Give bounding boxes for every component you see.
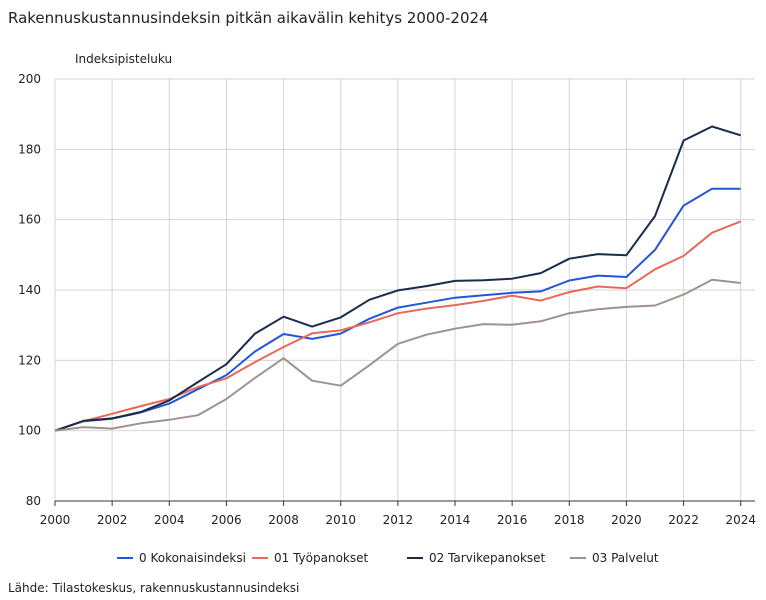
y-tick-label: 200 xyxy=(18,72,41,86)
series-layer xyxy=(54,125,742,432)
legend-label-1: 0 Kokonaisindeksi xyxy=(139,551,246,565)
x-tick-label: 2004 xyxy=(154,513,185,527)
y-tick-label: 140 xyxy=(18,283,41,297)
x-tick-label: 2010 xyxy=(325,513,356,527)
y-tick-label: 120 xyxy=(18,353,41,367)
x-tick-label: 2020 xyxy=(611,513,642,527)
x-tick-label: 2018 xyxy=(554,513,585,527)
legend-label-4: 03 Palvelut xyxy=(592,551,659,565)
legend-label-2: 01 Työpanokset xyxy=(274,551,368,565)
y-tick-label: 160 xyxy=(18,213,41,227)
legend: 0 Kokonaisindeksi 01 Työpanokset 02 Tarvik… xyxy=(117,551,659,565)
y-tick-label: 180 xyxy=(18,142,41,156)
source-note: Lähde: Tilastokeskus, rakennuskustannusi… xyxy=(8,581,300,595)
x-tick-label: 2014 xyxy=(440,513,471,527)
y-tick-label: 80 xyxy=(26,494,41,508)
series-line-2 xyxy=(54,220,742,432)
x-tick-label: 2006 xyxy=(211,513,242,527)
series-line-1 xyxy=(54,187,741,432)
chart-title: Rakennuskustannusindeksin pitkän aikaväl… xyxy=(8,9,489,27)
x-tick-label: 2022 xyxy=(668,513,699,527)
x-tick-label: 2016 xyxy=(497,513,528,527)
x-tick-label: 2000 xyxy=(40,513,71,527)
axis-layer: 80 100 120 140 160 180 200 2000 2002 2004 2006 2008… xyxy=(18,72,756,527)
legend-label-3: 02 Tarvikepanokset xyxy=(429,551,546,565)
x-tick-label: 2008 xyxy=(268,513,299,527)
x-tick-label: 2012 xyxy=(383,513,414,527)
series-line-4 xyxy=(54,278,741,432)
y-axis-title: Indeksipisteluku xyxy=(75,52,172,66)
x-tick-label: 2002 xyxy=(97,513,128,527)
series-line-3 xyxy=(54,125,741,432)
x-tick-label: 2024 xyxy=(725,513,756,527)
y-tick-label: 100 xyxy=(18,424,41,438)
